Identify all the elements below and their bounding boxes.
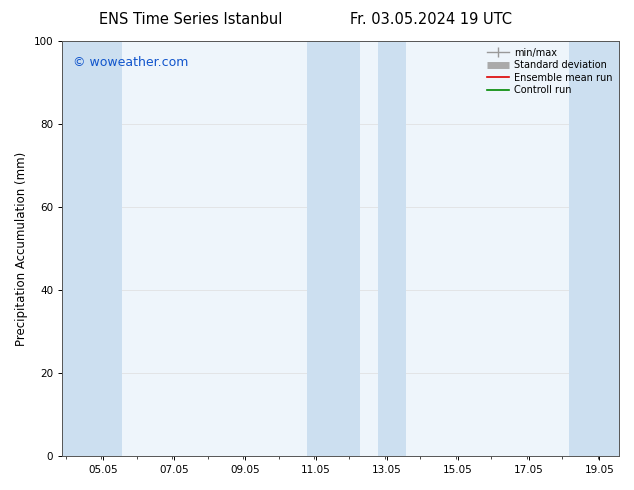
Text: © woweather.com: © woweather.com <box>74 55 189 69</box>
Bar <box>378 41 406 456</box>
Bar <box>62 41 122 456</box>
Text: Fr. 03.05.2024 19 UTC: Fr. 03.05.2024 19 UTC <box>350 12 512 27</box>
Bar <box>307 41 360 456</box>
Text: ENS Time Series Istanbul: ENS Time Series Istanbul <box>98 12 282 27</box>
Bar <box>569 41 619 456</box>
Y-axis label: Precipitation Accumulation (mm): Precipitation Accumulation (mm) <box>15 151 28 345</box>
Legend: min/max, Standard deviation, Ensemble mean run, Controll run: min/max, Standard deviation, Ensemble me… <box>484 44 616 99</box>
